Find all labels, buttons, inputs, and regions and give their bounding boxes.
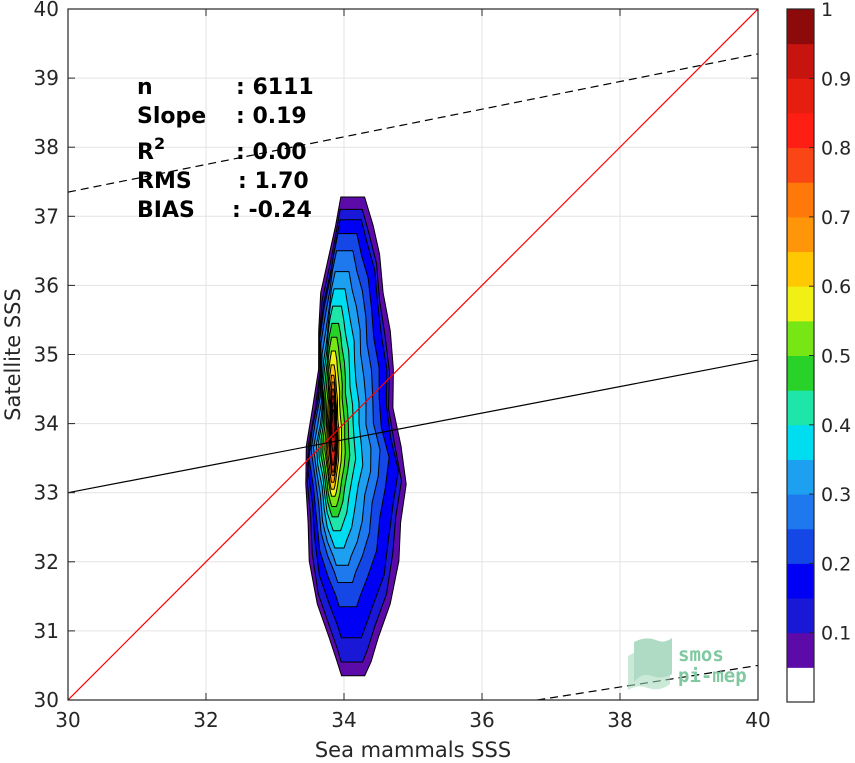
stat-value: : 1.70 xyxy=(238,169,309,194)
x-tick-label: 34 xyxy=(331,708,356,732)
colorbar-segment xyxy=(787,528,814,564)
logo-text-line2: pi-mep xyxy=(678,665,747,687)
colorbar-segment xyxy=(787,147,814,183)
colorbar-segment xyxy=(787,78,814,114)
colorbar-tick-label: 0.3 xyxy=(821,484,851,506)
x-tick-label: 40 xyxy=(745,708,770,732)
colorbar-segment xyxy=(787,286,814,322)
x-tick-label: 30 xyxy=(55,708,80,732)
y-tick-label: 31 xyxy=(34,619,59,643)
colorbar-tick-label: 0.1 xyxy=(821,623,851,645)
stats-box: n : 6111 Slope : 0.19 R2 : 0.00 RMS : 1.70 BIAS:… xyxy=(137,75,314,223)
colorbar-tick-label: 0.6 xyxy=(821,276,851,298)
stat-label: R2 xyxy=(137,134,165,165)
stat-label: n xyxy=(137,75,153,100)
stat-label: Slope xyxy=(137,104,206,129)
colorbar-tick-label: 0.5 xyxy=(821,346,851,368)
logo-waves-icon xyxy=(628,638,672,690)
colorbar-tick-label: 0.4 xyxy=(821,415,851,437)
y-axis-label: Satellite SSS xyxy=(1,288,25,421)
colorbar-segment xyxy=(787,182,814,218)
colorbar-segment xyxy=(787,9,814,45)
colorbar-segment xyxy=(787,563,814,599)
y-tick-label: 32 xyxy=(34,550,59,574)
colorbar-segment xyxy=(787,390,814,426)
y-tick-label: 37 xyxy=(34,204,59,228)
y-tick-label: 36 xyxy=(34,273,59,297)
y-tick-label: 34 xyxy=(34,412,59,436)
colorbar-tick-label: 0.8 xyxy=(821,138,851,160)
colorbar-segment xyxy=(787,216,814,253)
stat-value: : 0.19 xyxy=(236,104,307,129)
colorbar-tick-label: 1 xyxy=(821,0,833,21)
regression-line xyxy=(68,359,758,494)
stat-label-superscript: 2 xyxy=(154,134,165,153)
y-tick-label: 33 xyxy=(34,481,59,505)
colorbar-segment xyxy=(787,424,814,460)
one-to-one-line xyxy=(68,9,758,700)
x-tick-label: 36 xyxy=(469,708,494,732)
colorbar-segment xyxy=(787,667,814,703)
stat-value: : 6111 xyxy=(236,75,314,100)
y-tick-label: 40 xyxy=(34,0,59,21)
colorbar: 0.1 0.2 0.3 0.4 0.5 0.6 0.7 0.8 0.9 1 xyxy=(786,0,851,703)
colorbar-segment xyxy=(787,320,814,356)
upper-bound-line xyxy=(68,53,758,193)
y-tick-label: 30 xyxy=(34,688,59,712)
colorbar-tick-label: 0.7 xyxy=(821,207,851,229)
x-axis-label: Sea mammals SSS xyxy=(315,738,511,762)
colorbar-tick-label: 0.9 xyxy=(821,68,851,90)
colorbar-tick-label: 0.2 xyxy=(821,553,851,575)
colorbar-segment xyxy=(787,459,814,495)
density-contour-95 xyxy=(331,409,336,438)
stat-value: : 0.00 xyxy=(236,140,307,165)
colorbar-segment xyxy=(787,355,814,391)
colorbar-segment xyxy=(787,43,814,79)
colorbar-segment xyxy=(787,112,814,149)
x-tick-label: 32 xyxy=(193,708,218,732)
stat-value: : -0.24 xyxy=(232,198,312,223)
y-tick-label: 39 xyxy=(34,66,59,90)
colorbar-segment xyxy=(787,494,814,530)
colorbar-segment xyxy=(787,251,814,287)
density-contours xyxy=(305,196,407,677)
logo-text-line1: smos xyxy=(678,644,724,666)
grid xyxy=(67,8,759,701)
x-tick-label: 38 xyxy=(607,708,632,732)
y-tick-label: 35 xyxy=(34,343,59,367)
logo-wave-shape xyxy=(634,638,672,682)
colorbar-segment xyxy=(787,598,814,634)
stat-label: BIAS xyxy=(137,198,195,223)
y-tick-label: 38 xyxy=(34,135,59,159)
colorbar-segment xyxy=(787,632,814,668)
stat-label: RMS xyxy=(137,169,192,194)
